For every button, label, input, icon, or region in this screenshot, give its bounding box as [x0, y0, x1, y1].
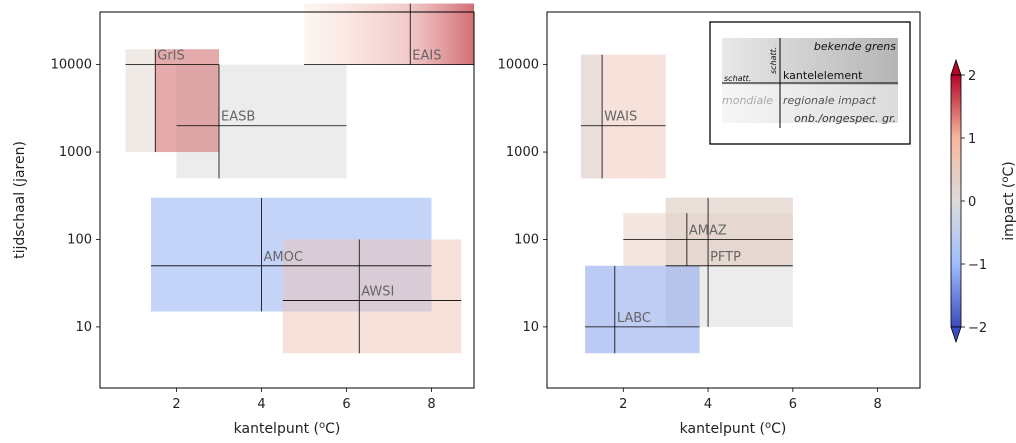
- ytick-label: 10000: [498, 58, 539, 73]
- legend-global: mondiale: [722, 94, 773, 107]
- xtick-label: 8: [427, 397, 435, 412]
- colorbar-extend-top: [950, 58, 962, 76]
- box-labc: [585, 265, 700, 354]
- label-eais: EAIS: [412, 49, 441, 64]
- legend-regional-impact: regionale impact: [783, 94, 877, 107]
- left-xlabel: kantelpunt (oC): [234, 420, 341, 437]
- label-labc: LABC: [617, 311, 651, 326]
- colorbar-tick-label: −2: [968, 321, 987, 336]
- xtick-label: 4: [257, 397, 265, 412]
- label-amoc: AMOC: [264, 250, 303, 265]
- legend-tipping-element: kantelelement: [783, 69, 863, 82]
- legend: bekende grens schatt. schatt. kantelelem…: [709, 21, 911, 145]
- ytick-label: 1000: [506, 145, 539, 160]
- box-wais: [580, 54, 666, 179]
- left-element-labels: GrIS EAIS EASB AMOC AWSI: [157, 49, 441, 300]
- left-ticks: 2 4 6 8 10 100 1000 10000: [51, 58, 436, 412]
- ytick-label: 10: [75, 320, 92, 335]
- box-eais: [304, 3, 474, 65]
- right-element-labels: WAIS AMAZ PFTP LABC: [604, 110, 741, 326]
- right-bestestimate-lines: [580, 54, 793, 354]
- xtick-label: 4: [704, 397, 712, 412]
- left-boxes: [125, 3, 474, 354]
- right-xlabel: kantelpunt (oC): [680, 420, 787, 437]
- colorbar: 2 1 0 −1 −2 impact (oC): [950, 58, 1016, 344]
- left-bestestimate-lines: [125, 3, 474, 354]
- colorbar-ticks: 2 1 0 −1 −2: [961, 69, 987, 336]
- ytick-label: 100: [67, 232, 92, 247]
- ytick-label: 10000: [51, 58, 92, 73]
- xtick-label: 6: [789, 397, 797, 412]
- xtick-label: 8: [873, 397, 881, 412]
- colorbar-tick-label: 0: [968, 195, 976, 210]
- legend-known-band: [722, 38, 898, 85]
- xtick-label: 6: [342, 397, 350, 412]
- colorbar-bar: [950, 74, 962, 328]
- colorbar-tick-label: 2: [968, 69, 976, 84]
- right-ticks: 2 4 6 8 10 100 1000 10000: [498, 58, 882, 412]
- legend-uncertain-band: [722, 85, 898, 123]
- right-axes-frame: [546, 11, 921, 389]
- ytick-label: 100: [514, 232, 539, 247]
- left-axes-frame: [99, 11, 475, 389]
- xtick-label: 2: [172, 397, 180, 412]
- label-amaz: AMAZ: [689, 223, 727, 238]
- box-awsi: [282, 239, 462, 354]
- right-panel: WAIS AMAZ PFTP LABC 2 4 6 8 10 100 1000 10000 kant…: [498, 11, 921, 437]
- ytick-label: 1000: [59, 145, 92, 160]
- legend-estimate-vertical: schatt.: [769, 47, 778, 74]
- label-pftp: PFTP: [710, 250, 741, 265]
- ytick-label: 10: [522, 320, 539, 335]
- label-awsi: AWSI: [361, 285, 394, 300]
- xtick-label: 2: [619, 397, 627, 412]
- colorbar-label: impact (oC): [1000, 161, 1016, 240]
- sub-box-wais-0: [580, 54, 603, 179]
- sub-box-gris-0: [155, 49, 219, 153]
- left-ylabel: tijdschaal (jaren): [12, 141, 28, 259]
- legend-known-boundary: bekende grens: [814, 40, 896, 53]
- label-gris: GrIS: [157, 49, 185, 64]
- legend-unknown-boundary: onb./ongespec. gr.: [794, 112, 896, 125]
- legend-estimate-horizontal: schatt.: [724, 74, 751, 83]
- colorbar-tick-label: 1: [968, 132, 976, 147]
- sub-box-labc-2: [585, 265, 615, 354]
- colorbar-extend-bottom: [950, 326, 962, 344]
- colorbar-tick-label: −1: [968, 258, 987, 273]
- box-easb: [176, 64, 347, 179]
- label-easb: EASB: [221, 110, 255, 125]
- label-wais: WAIS: [604, 110, 637, 125]
